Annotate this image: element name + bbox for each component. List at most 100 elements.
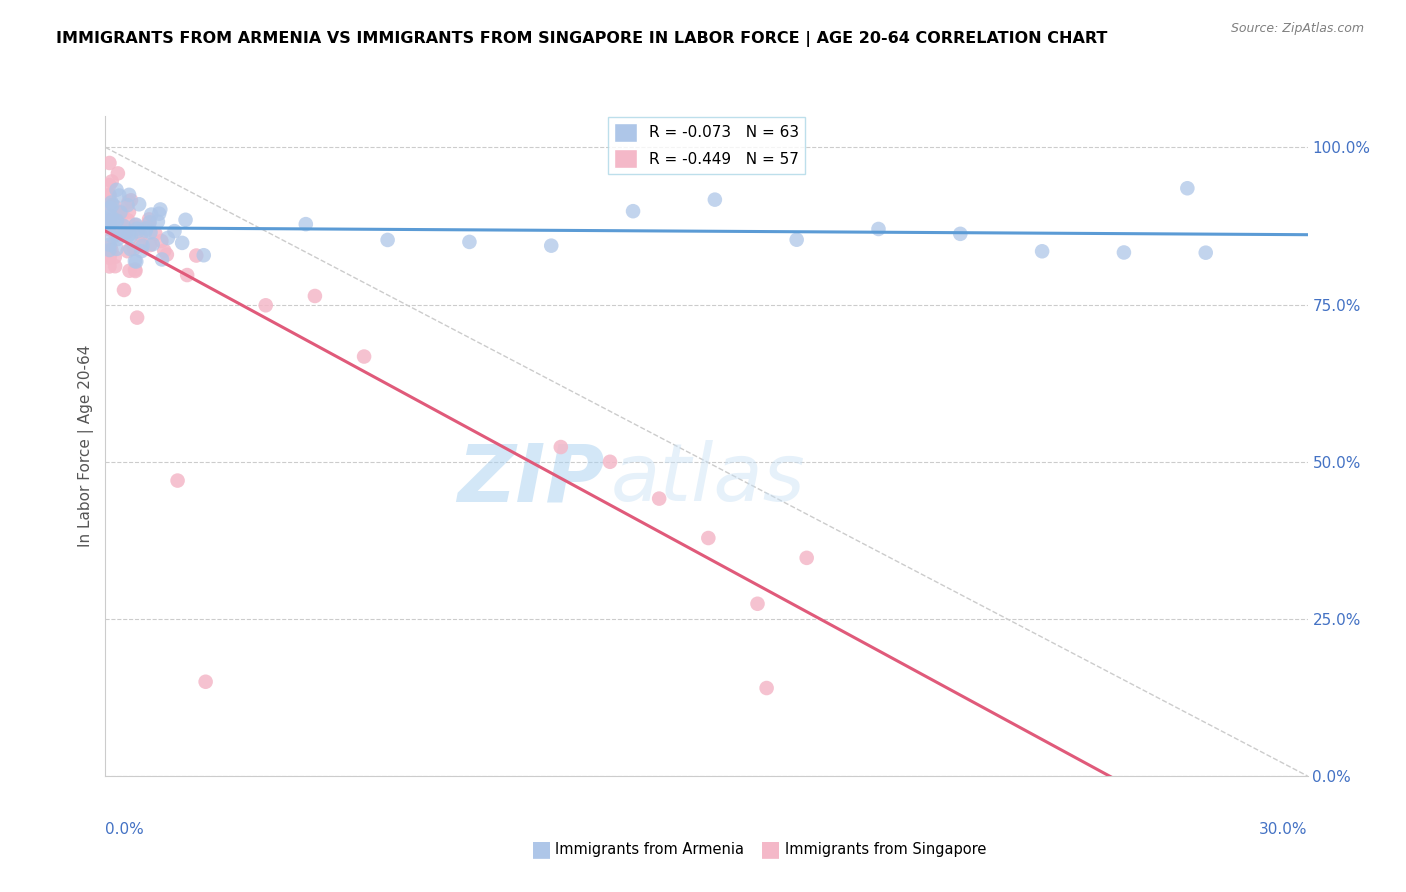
Point <box>176 268 198 282</box>
Point <box>138 216 160 230</box>
Text: 0.0%: 0.0% <box>105 822 145 838</box>
Point <box>98 196 121 211</box>
Point <box>98 243 121 257</box>
Point <box>139 225 162 239</box>
Point <box>98 240 121 254</box>
Point <box>163 224 186 238</box>
Point <box>98 216 121 230</box>
Text: Immigrants from Armenia: Immigrants from Armenia <box>555 842 744 856</box>
Point <box>377 233 399 247</box>
Point <box>135 224 157 238</box>
Point <box>142 237 165 252</box>
Point <box>186 248 208 262</box>
Point <box>98 237 121 252</box>
Point <box>100 210 122 224</box>
Point <box>621 204 644 219</box>
Point <box>131 238 153 252</box>
Point <box>103 213 125 227</box>
Point <box>110 205 132 219</box>
Point <box>254 298 277 312</box>
Point <box>108 206 131 220</box>
Point <box>101 229 124 244</box>
Text: atlas: atlas <box>610 440 806 518</box>
Point <box>107 232 129 246</box>
Point <box>124 264 146 278</box>
Point <box>118 264 141 278</box>
Point <box>304 289 326 303</box>
Point <box>98 212 121 227</box>
Point <box>98 188 121 202</box>
Point <box>156 247 179 261</box>
Point <box>105 242 128 256</box>
Point <box>703 193 725 207</box>
Point <box>599 455 621 469</box>
Text: 30.0%: 30.0% <box>1260 822 1308 838</box>
Text: ZIP: ZIP <box>457 440 605 518</box>
Point <box>135 221 157 235</box>
Point <box>129 228 152 243</box>
Point <box>124 262 146 277</box>
Point <box>112 219 135 233</box>
Point <box>117 194 139 209</box>
Point <box>295 217 318 231</box>
Point <box>697 531 720 545</box>
Point <box>115 226 138 240</box>
Point <box>138 212 160 227</box>
Text: Immigrants from Singapore: Immigrants from Singapore <box>785 842 986 856</box>
Point <box>120 229 142 244</box>
Point <box>105 183 128 197</box>
Legend: R = -0.073   N = 63, R = -0.449   N = 57: R = -0.073 N = 63, R = -0.449 N = 57 <box>607 117 806 174</box>
Point <box>796 550 818 565</box>
Point <box>118 204 141 219</box>
Point <box>98 219 121 234</box>
Point <box>149 202 172 217</box>
Point <box>98 201 121 215</box>
Point <box>174 212 197 227</box>
Text: Source: ZipAtlas.com: Source: ZipAtlas.com <box>1230 22 1364 36</box>
Point <box>100 244 122 258</box>
Point <box>98 251 121 265</box>
Point <box>949 227 972 241</box>
Point <box>120 242 142 256</box>
Point <box>141 208 163 222</box>
Point <box>112 226 135 240</box>
Point <box>110 216 132 230</box>
Point <box>127 225 149 239</box>
Text: ■: ■ <box>531 839 551 859</box>
Point <box>128 197 150 211</box>
Point <box>105 213 128 227</box>
Point <box>98 178 121 192</box>
Point <box>120 193 142 207</box>
Point <box>101 198 124 212</box>
Point <box>117 228 139 243</box>
Point <box>98 248 121 262</box>
Point <box>1177 181 1199 195</box>
Point <box>193 248 215 262</box>
Point <box>98 188 121 202</box>
Point <box>111 205 134 219</box>
Point <box>122 242 145 256</box>
Point <box>104 200 127 214</box>
Point <box>156 231 179 245</box>
Point <box>98 213 121 227</box>
Point <box>100 195 122 210</box>
Text: ■: ■ <box>761 839 780 859</box>
Point <box>458 235 481 249</box>
Point <box>146 214 169 228</box>
Point <box>1112 245 1135 260</box>
Point <box>131 244 153 259</box>
Point <box>148 207 170 221</box>
Point <box>138 215 160 229</box>
Point <box>145 227 167 241</box>
Point <box>1031 244 1053 259</box>
Point <box>194 674 217 689</box>
Point <box>98 156 121 170</box>
Point <box>98 209 121 223</box>
Point <box>98 260 121 274</box>
Point <box>125 218 148 232</box>
Point <box>104 250 127 264</box>
Text: IMMIGRANTS FROM ARMENIA VS IMMIGRANTS FROM SINGAPORE IN LABOR FORCE | AGE 20-64 : IMMIGRANTS FROM ARMENIA VS IMMIGRANTS FR… <box>56 31 1108 47</box>
Point <box>107 227 129 242</box>
Point <box>150 252 173 267</box>
Point <box>118 187 141 202</box>
